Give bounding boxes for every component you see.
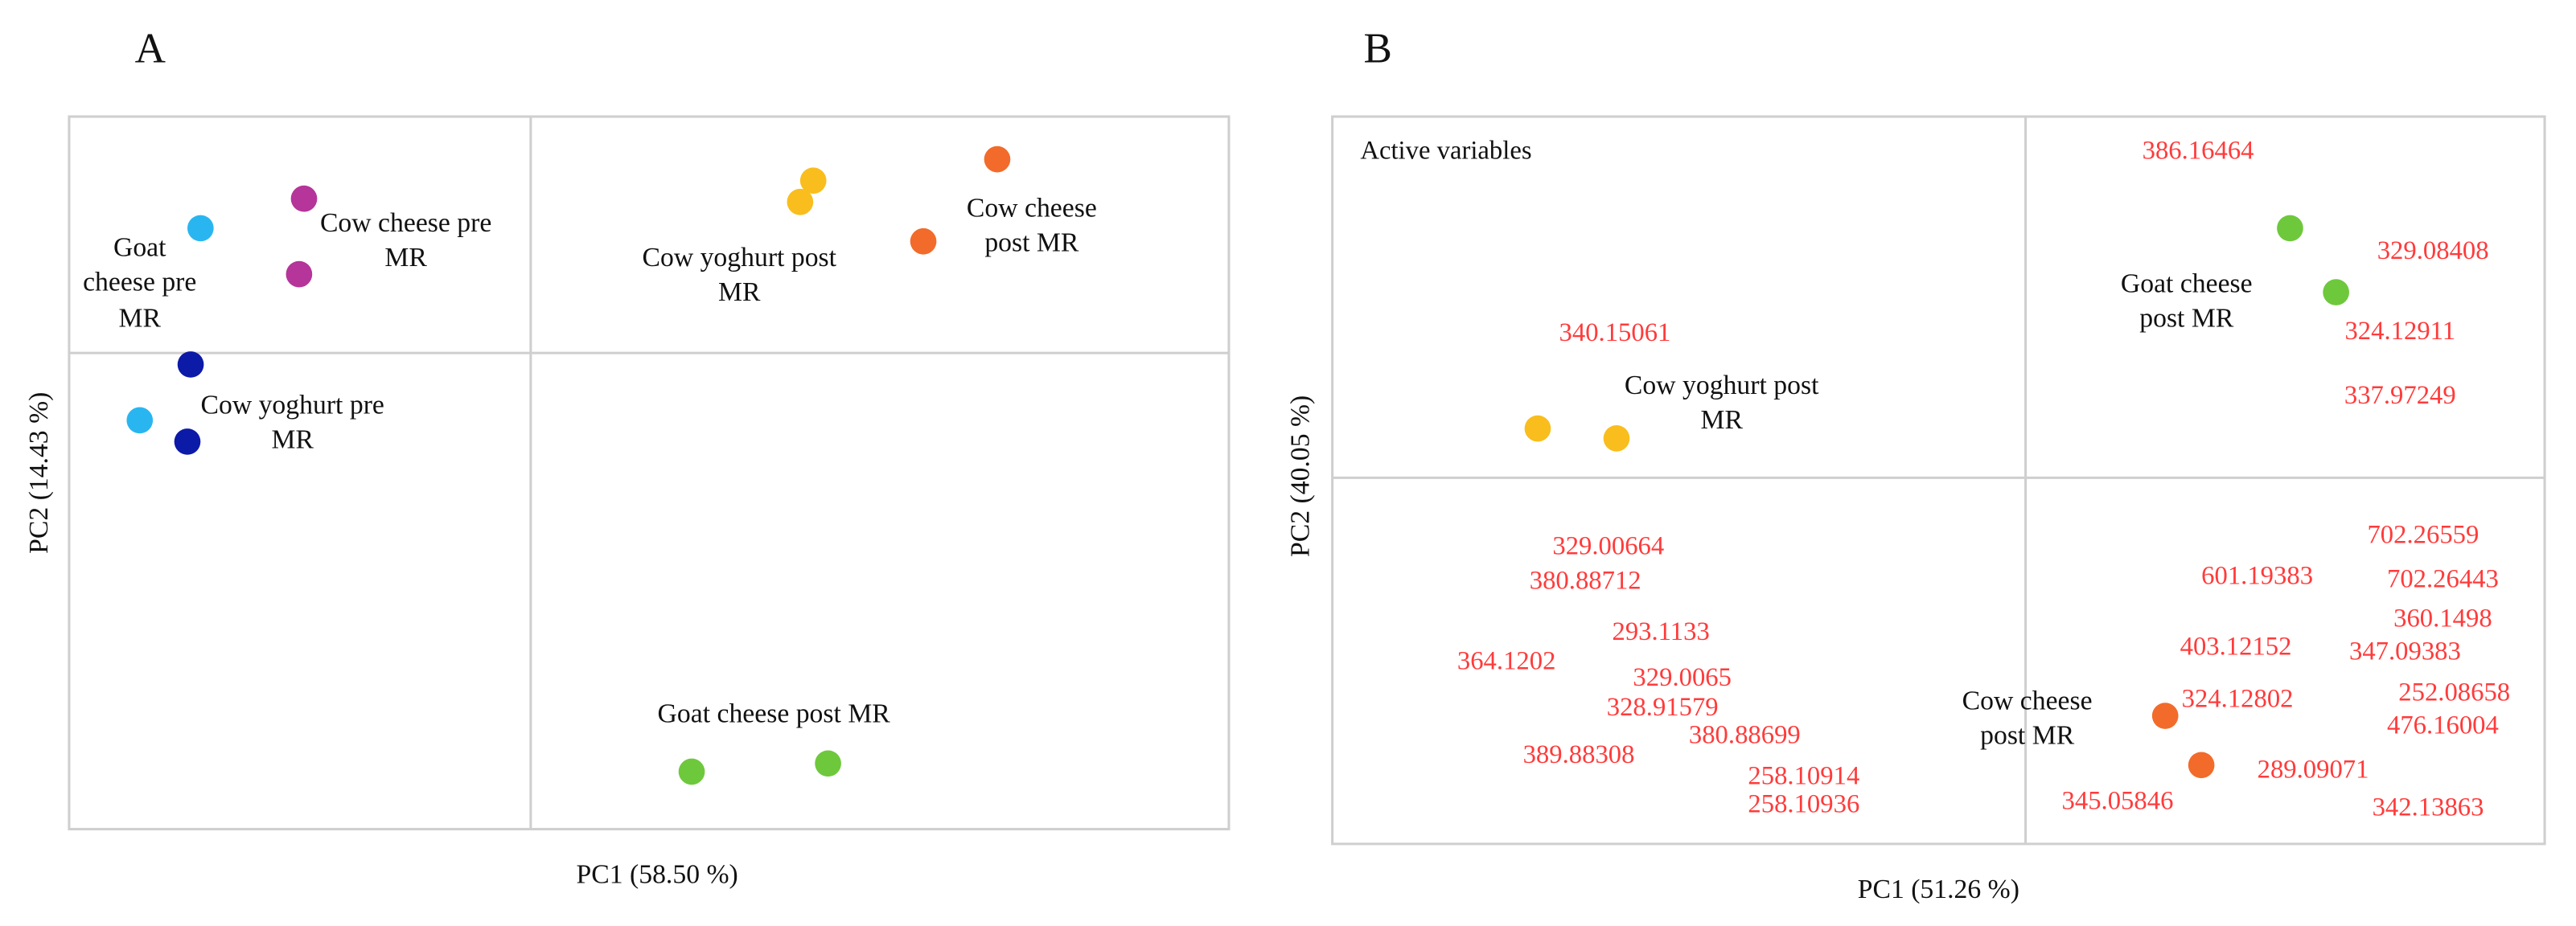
plot-frame xyxy=(68,115,1230,831)
variable-label: 324.12911 xyxy=(2344,317,2455,346)
score-point xyxy=(910,227,937,255)
y-axis-label: PC2 (14.43 %) xyxy=(24,392,54,554)
series-label: Cow yoghurt pre MR xyxy=(200,388,384,455)
variable-label: 258.10936 xyxy=(1748,789,1859,818)
series-label-box: Cow cheese post MR xyxy=(966,191,1097,258)
x-axis-label: PC1 (51.26 %) xyxy=(1858,875,2019,904)
score-point xyxy=(290,185,318,212)
score-point xyxy=(2323,279,2349,305)
variable-label: 345.05846 xyxy=(2062,786,2174,815)
y-axis-label: PC2 (40.05 %) xyxy=(1286,395,1316,557)
score-point xyxy=(787,188,814,215)
variable-label: 252.08658 xyxy=(2398,678,2510,707)
variable-label: 337.97249 xyxy=(2344,381,2456,410)
score-point xyxy=(1524,415,1551,442)
series-label-box: Cow yoghurt post MR xyxy=(642,241,837,307)
series-label: Goat cheese pre MR xyxy=(83,232,197,333)
variable-label: 328.91579 xyxy=(1607,693,1719,722)
series-label-box: Goat cheese post MR xyxy=(657,698,890,730)
variable-label: 702.26443 xyxy=(2387,565,2499,594)
series-label-box: Cow cheese pre MR xyxy=(319,207,492,273)
panel-letter: A xyxy=(135,26,166,72)
score-point xyxy=(984,145,1011,173)
series-label: Cow cheese post MR xyxy=(966,191,1097,258)
variable-label: 329.0065 xyxy=(1633,663,1732,692)
variable-label: 403.12152 xyxy=(2180,632,2292,661)
variable-label: 342.13863 xyxy=(2373,793,2484,822)
variable-label: 347.09383 xyxy=(2349,637,2461,666)
score-point xyxy=(1603,425,1630,452)
series-label: Goat cheese post MR xyxy=(2120,267,2253,334)
score-point xyxy=(799,167,827,195)
variable-label: 289.09071 xyxy=(2258,756,2369,785)
score-point xyxy=(126,407,154,434)
score-point xyxy=(2277,215,2303,242)
series-label: Cow cheese pre MR xyxy=(319,207,492,273)
annotation: Active variables xyxy=(1360,136,1531,165)
variable-label: 293.1133 xyxy=(1613,617,1710,646)
variable-label: 702.26559 xyxy=(2367,520,2479,549)
plot-frame xyxy=(1331,115,2546,846)
series-label-box: Cow cheese post MR xyxy=(1962,684,2093,751)
series-label: Goat cheese post MR xyxy=(657,698,890,730)
variable-label: 329.08408 xyxy=(2377,236,2489,265)
series-label: Cow yoghurt post MR xyxy=(642,241,837,307)
variable-label: 476.16004 xyxy=(2387,711,2499,740)
variable-label: 601.19383 xyxy=(2201,561,2313,590)
score-point xyxy=(815,750,841,777)
variable-label: 380.88712 xyxy=(1530,567,1641,596)
variable-label: 389.88308 xyxy=(1523,740,1635,769)
score-point xyxy=(2151,703,2179,729)
series-label-box: Cow yoghurt post MR xyxy=(1624,369,1819,436)
variable-label: 329.00664 xyxy=(1552,532,1664,561)
variable-label: 324.12802 xyxy=(2182,685,2294,714)
series-label: Cow yoghurt post MR xyxy=(1624,369,1819,436)
score-point xyxy=(177,351,204,378)
series-label-box: Cow yoghurt pre MR xyxy=(200,388,384,455)
series-label: Cow cheese post MR xyxy=(1962,684,2093,751)
panel-letter: B xyxy=(1363,26,1391,72)
score-point xyxy=(174,428,201,455)
score-point xyxy=(187,215,214,242)
x-axis-label: PC1 (58.50 %) xyxy=(577,859,738,889)
variable-label: 380.88699 xyxy=(1689,721,1801,750)
variable-label: 360.1498 xyxy=(2393,604,2492,633)
score-point xyxy=(2188,752,2215,779)
variable-label: 364.1202 xyxy=(1457,647,1556,676)
variable-label: 340.15061 xyxy=(1559,318,1671,347)
score-point xyxy=(678,758,705,785)
series-label-box: Goat cheese pre MR xyxy=(83,232,197,333)
series-label-box: Goat cheese post MR xyxy=(2120,267,2253,334)
variable-label: 386.16464 xyxy=(2143,136,2254,165)
variable-label: 258.10914 xyxy=(1748,762,1859,791)
score-point xyxy=(286,260,313,288)
